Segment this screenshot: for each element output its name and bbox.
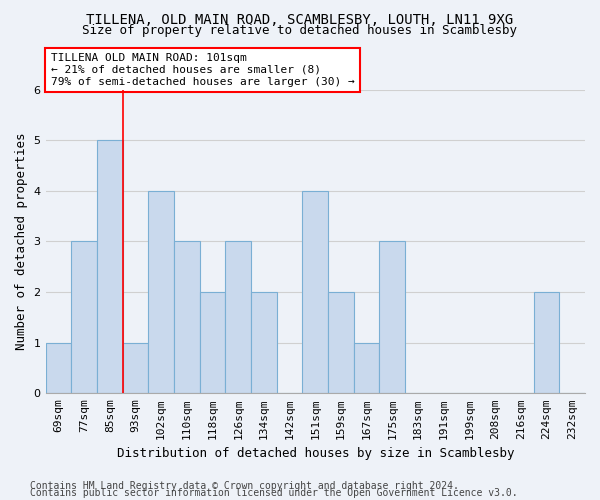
- Bar: [148, 191, 174, 394]
- Bar: [71, 242, 97, 394]
- Bar: [328, 292, 354, 394]
- Text: Size of property relative to detached houses in Scamblesby: Size of property relative to detached ho…: [83, 24, 517, 37]
- Text: Contains HM Land Registry data © Crown copyright and database right 2024.: Contains HM Land Registry data © Crown c…: [30, 481, 459, 491]
- Bar: [200, 292, 226, 394]
- Bar: [354, 342, 379, 394]
- Text: TILLENA, OLD MAIN ROAD, SCAMBLESBY, LOUTH, LN11 9XG: TILLENA, OLD MAIN ROAD, SCAMBLESBY, LOUT…: [86, 12, 514, 26]
- Bar: [174, 242, 200, 394]
- Bar: [251, 292, 277, 394]
- X-axis label: Distribution of detached houses by size in Scamblesby: Distribution of detached houses by size …: [116, 447, 514, 460]
- Bar: [226, 242, 251, 394]
- Bar: [533, 292, 559, 394]
- Text: Contains public sector information licensed under the Open Government Licence v3: Contains public sector information licen…: [30, 488, 518, 498]
- Bar: [97, 140, 122, 394]
- Bar: [46, 342, 71, 394]
- Y-axis label: Number of detached properties: Number of detached properties: [15, 132, 28, 350]
- Bar: [302, 191, 328, 394]
- Text: TILLENA OLD MAIN ROAD: 101sqm
← 21% of detached houses are smaller (8)
79% of se: TILLENA OLD MAIN ROAD: 101sqm ← 21% of d…: [51, 54, 355, 86]
- Bar: [122, 342, 148, 394]
- Bar: [379, 242, 405, 394]
